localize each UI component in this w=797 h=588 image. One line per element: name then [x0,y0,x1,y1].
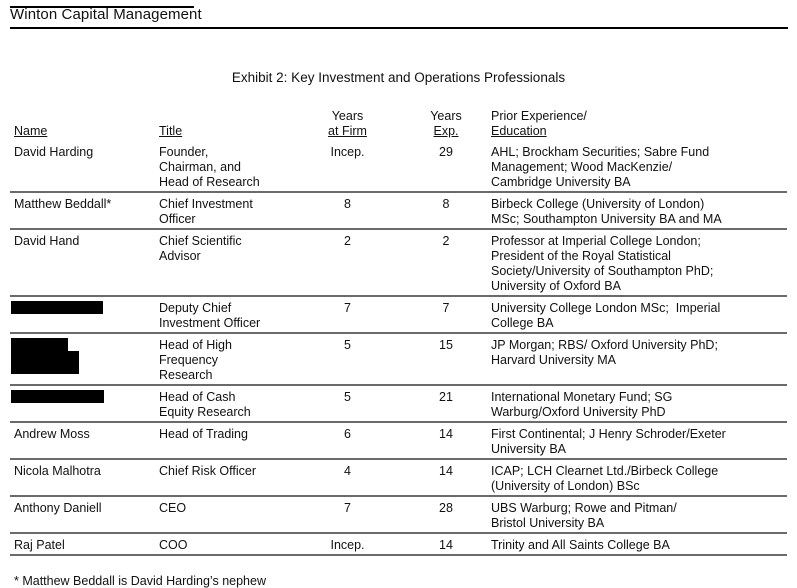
years-at-firm-cell: Incep. [330,145,365,159]
name-cell: Anthony Daniell [14,501,102,515]
name-cell: David Harding [14,145,94,159]
name-header-label: Name [14,124,48,138]
letterhead-title: Winton Capital Management [10,6,788,29]
years-at-firm-column-header: Years at Firm [290,105,405,141]
name-cell [10,385,155,422]
name-cell: Matthew Beddall* [14,197,112,211]
title-header-label: Title [159,124,183,138]
years-exp-cell: 29 [439,145,453,159]
title-cell: Chief Investment Officer [159,197,253,226]
title-column-header: Title [155,105,290,141]
name-cell: David Hand [14,234,80,248]
title-cell: Chief Risk Officer [159,464,257,478]
years-exp-cell: 15 [439,338,453,352]
years-at-firm-cell: 6 [344,427,351,441]
name-cell [10,296,155,333]
years-at-firm-cell: 7 [344,301,351,315]
name-cell: Nicola Malhotra [14,464,101,478]
years-exp-cell: 21 [439,390,453,404]
scan-edge-artifact [10,6,194,8]
title-cell: Head of Cash Equity Research [159,390,251,419]
years-exp-header-line2: Exp. [433,124,459,138]
prior-experience-cell: Professor at Imperial College London; Pr… [491,234,714,293]
name-cell: Andrew Moss [14,427,90,441]
years-exp-cell: 8 [442,197,450,211]
title-cell: Founder, Chairman, and Head of Research [159,145,260,189]
table-row: Head of Cash Equity Research 5 21 Intern… [10,385,787,422]
title-cell: Deputy Chief Investment Officer [159,301,261,330]
table-row: David Harding Founder, Chairman, and Hea… [10,141,787,192]
years-at-firm-cell: 5 [344,390,351,404]
table-body: David Harding Founder, Chairman, and Hea… [10,141,787,555]
years-at-firm-cell: 8 [344,197,351,211]
years-at-firm-header-line1: Years [331,109,364,123]
prior-experience-cell: Trinity and All Saints College BA [491,538,670,552]
table-header-row: Name Title Years at Firm Years Exp. Prio… [10,105,787,141]
table-row: David Hand Chief Scientific Advisor 2 2 … [10,229,787,296]
redacted-name-box [11,338,68,351]
prior-experience-cell: International Monetary Fund; SG Warburg/… [491,390,673,419]
years-at-firm-cell: 4 [344,464,351,478]
years-exp-cell: 2 [442,234,450,248]
name-cell [10,333,155,385]
redacted-name-box [11,351,79,374]
table-row: Head of High Frequency Research 5 15 JP … [10,333,787,385]
redacted-name-box [11,390,104,403]
prior-experience-column-header: Prior Experience/ Education [487,105,787,141]
table-header: Name Title Years at Firm Years Exp. Prio… [10,105,787,141]
title-cell: Head of High Frequency Research [159,338,232,382]
redacted-name-box [11,301,103,314]
table-row: Deputy Chief Investment Officer 7 7 Univ… [10,296,787,333]
years-at-firm-cell: 7 [344,501,351,515]
footnote: * Matthew Beddall is David Harding’s nep… [14,574,266,588]
prior-experience-cell: UBS Warburg; Rowe and Pitman/ Bristol Un… [491,501,677,530]
years-at-firm-cell: 2 [344,234,351,248]
professionals-table: Name Title Years at Firm Years Exp. Prio… [10,105,787,556]
table-row: Matthew Beddall* Chief Investment Office… [10,192,787,229]
years-at-firm-cell: Incep. [330,538,365,552]
prior-experience-cell: First Continental; J Henry Schroder/Exet… [491,427,726,456]
table-row: Raj Patel COO Incep. 14 Trinity and All … [10,533,787,555]
prior-experience-cell: Birbeck College (University of London) M… [491,197,722,226]
prior-experience-header-line2: Education [491,124,547,138]
prior-experience-header-line1: Prior Experience/ [491,109,587,123]
table-row: Andrew Moss Head of Trading 6 14 First C… [10,422,787,459]
exhibit-title: Exhibit 2: Key Investment and Operations… [231,70,566,85]
name-column-header: Name [10,105,155,141]
name-cell: Raj Patel [14,538,65,552]
years-exp-header-line1: Years [430,109,462,123]
years-exp-cell: 14 [439,427,453,441]
table-row: Nicola Malhotra Chief Risk Officer 4 14 … [10,459,787,496]
title-cell: COO [159,538,188,552]
years-exp-cell: 14 [439,538,453,552]
years-exp-cell: 7 [442,301,450,315]
years-exp-column-header: Years Exp. [405,105,487,141]
title-cell: Head of Trading [159,427,248,441]
prior-experience-cell: JP Morgan; RBS/ Oxford University PhD; H… [491,338,718,367]
prior-experience-cell: University College London MSc; Imperial … [491,301,721,330]
title-cell: CEO [159,501,187,515]
prior-experience-cell: ICAP; LCH Clearnet Ltd./Birbeck College … [491,464,719,493]
prior-experience-cell: AHL; Brockham Securities; Sabre Fund Man… [491,145,710,189]
years-exp-cell: 14 [439,464,453,478]
table-row: Anthony Daniell CEO 7 28 UBS Warburg; Ro… [10,496,787,533]
years-exp-cell: 28 [439,501,453,515]
title-cell: Chief Scientific Advisor [159,234,242,263]
years-at-firm-header-line2: at Firm [328,124,367,138]
years-at-firm-cell: 5 [344,338,351,352]
